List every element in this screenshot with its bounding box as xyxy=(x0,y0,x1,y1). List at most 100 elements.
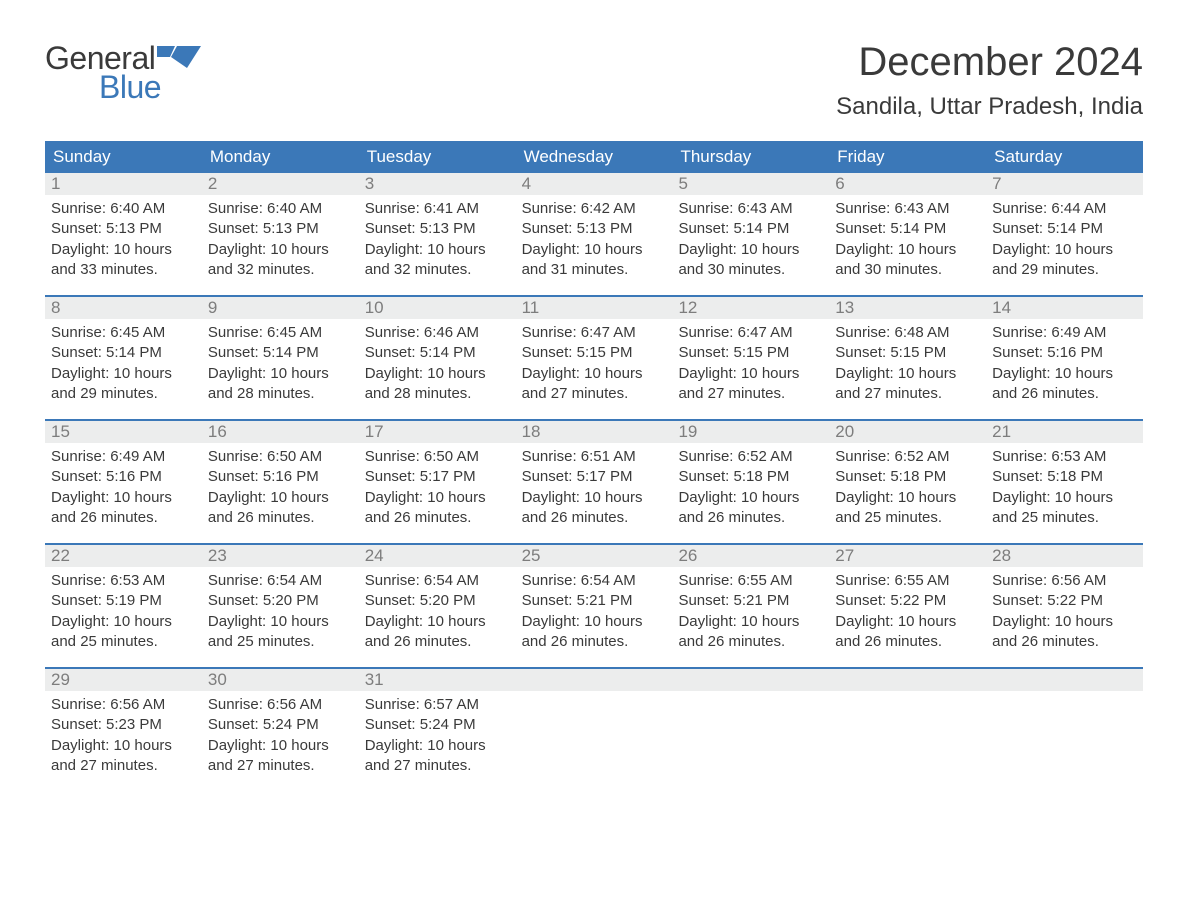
day-cell: 11Sunrise: 6:47 AMSunset: 5:15 PMDayligh… xyxy=(516,297,673,419)
day-sunrise: Sunrise: 6:50 AM xyxy=(365,447,510,467)
day-cell: 26Sunrise: 6:55 AMSunset: 5:21 PMDayligh… xyxy=(672,545,829,667)
day-d1: Daylight: 10 hours xyxy=(835,612,980,632)
brand-word2: Blue xyxy=(99,69,201,106)
day-d1: Daylight: 10 hours xyxy=(208,240,353,260)
day-d2: and 25 minutes. xyxy=(835,508,980,528)
day-sunrise: Sunrise: 6:51 AM xyxy=(522,447,667,467)
location-subtitle: Sandila, Uttar Pradesh, India xyxy=(836,93,1143,121)
day-number: 9 xyxy=(202,297,359,319)
day-d1: Daylight: 10 hours xyxy=(992,364,1137,384)
day-content: Sunrise: 6:56 AMSunset: 5:23 PMDaylight:… xyxy=(45,691,202,786)
day-d2: and 27 minutes. xyxy=(835,384,980,404)
day-d1: Daylight: 10 hours xyxy=(365,736,510,756)
day-sunset: Sunset: 5:13 PM xyxy=(365,219,510,239)
header: General Blue December 2024 Sandila, Utta… xyxy=(45,40,1143,121)
day-d2: and 29 minutes. xyxy=(992,260,1137,280)
day-sunset: Sunset: 5:17 PM xyxy=(365,467,510,487)
day-sunset: Sunset: 5:24 PM xyxy=(365,715,510,735)
day-content: Sunrise: 6:52 AMSunset: 5:18 PMDaylight:… xyxy=(829,443,986,538)
day-number: 20 xyxy=(829,421,986,443)
weekday-header: Wednesday xyxy=(516,141,673,173)
day-cell: 6Sunrise: 6:43 AMSunset: 5:14 PMDaylight… xyxy=(829,173,986,295)
day-cell: 17Sunrise: 6:50 AMSunset: 5:17 PMDayligh… xyxy=(359,421,516,543)
day-d2: and 33 minutes. xyxy=(51,260,196,280)
day-d1: Daylight: 10 hours xyxy=(365,488,510,508)
day-sunrise: Sunrise: 6:53 AM xyxy=(992,447,1137,467)
day-number: 14 xyxy=(986,297,1143,319)
day-sunset: Sunset: 5:23 PM xyxy=(51,715,196,735)
day-cell: 8Sunrise: 6:45 AMSunset: 5:14 PMDaylight… xyxy=(45,297,202,419)
day-d2: and 26 minutes. xyxy=(992,632,1137,652)
day-cell: 2Sunrise: 6:40 AMSunset: 5:13 PMDaylight… xyxy=(202,173,359,295)
day-d1: Daylight: 10 hours xyxy=(522,364,667,384)
day-sunset: Sunset: 5:22 PM xyxy=(835,591,980,611)
day-cell: 16Sunrise: 6:50 AMSunset: 5:16 PMDayligh… xyxy=(202,421,359,543)
day-d2: and 26 minutes. xyxy=(365,632,510,652)
day-number: 18 xyxy=(516,421,673,443)
day-d2: and 32 minutes. xyxy=(365,260,510,280)
day-cell: 14Sunrise: 6:49 AMSunset: 5:16 PMDayligh… xyxy=(986,297,1143,419)
day-cell: 19Sunrise: 6:52 AMSunset: 5:18 PMDayligh… xyxy=(672,421,829,543)
day-content: Sunrise: 6:42 AMSunset: 5:13 PMDaylight:… xyxy=(516,195,673,290)
day-number: 27 xyxy=(829,545,986,567)
day-cell: 15Sunrise: 6:49 AMSunset: 5:16 PMDayligh… xyxy=(45,421,202,543)
day-d2: and 32 minutes. xyxy=(208,260,353,280)
day-sunset: Sunset: 5:18 PM xyxy=(835,467,980,487)
day-cell: 9Sunrise: 6:45 AMSunset: 5:14 PMDaylight… xyxy=(202,297,359,419)
day-sunrise: Sunrise: 6:49 AM xyxy=(51,447,196,467)
day-number: 24 xyxy=(359,545,516,567)
day-content: Sunrise: 6:56 AMSunset: 5:24 PMDaylight:… xyxy=(202,691,359,786)
day-cell: 28Sunrise: 6:56 AMSunset: 5:22 PMDayligh… xyxy=(986,545,1143,667)
day-number: 10 xyxy=(359,297,516,319)
day-sunrise: Sunrise: 6:52 AM xyxy=(678,447,823,467)
day-cell: 23Sunrise: 6:54 AMSunset: 5:20 PMDayligh… xyxy=(202,545,359,667)
week-row: 29Sunrise: 6:56 AMSunset: 5:23 PMDayligh… xyxy=(45,667,1143,791)
weekday-header: Monday xyxy=(202,141,359,173)
day-number: 1 xyxy=(45,173,202,195)
day-sunrise: Sunrise: 6:52 AM xyxy=(835,447,980,467)
day-d1: Daylight: 10 hours xyxy=(992,240,1137,260)
weekday-header: Friday xyxy=(829,141,986,173)
day-d1: Daylight: 10 hours xyxy=(365,364,510,384)
day-number: 4 xyxy=(516,173,673,195)
day-number: 16 xyxy=(202,421,359,443)
day-cell: 7Sunrise: 6:44 AMSunset: 5:14 PMDaylight… xyxy=(986,173,1143,295)
day-d2: and 26 minutes. xyxy=(678,632,823,652)
day-cell: 24Sunrise: 6:54 AMSunset: 5:20 PMDayligh… xyxy=(359,545,516,667)
day-sunset: Sunset: 5:16 PM xyxy=(208,467,353,487)
day-d1: Daylight: 10 hours xyxy=(522,488,667,508)
day-d2: and 25 minutes. xyxy=(992,508,1137,528)
day-sunset: Sunset: 5:14 PM xyxy=(51,343,196,363)
day-d1: Daylight: 10 hours xyxy=(51,240,196,260)
weekday-header: Saturday xyxy=(986,141,1143,173)
day-content: Sunrise: 6:52 AMSunset: 5:18 PMDaylight:… xyxy=(672,443,829,538)
day-sunset: Sunset: 5:13 PM xyxy=(522,219,667,239)
day-d2: and 26 minutes. xyxy=(992,384,1137,404)
day-d2: and 31 minutes. xyxy=(522,260,667,280)
day-d1: Daylight: 10 hours xyxy=(522,612,667,632)
day-number: 28 xyxy=(986,545,1143,567)
day-d1: Daylight: 10 hours xyxy=(835,240,980,260)
day-sunrise: Sunrise: 6:55 AM xyxy=(835,571,980,591)
day-d1: Daylight: 10 hours xyxy=(678,364,823,384)
day-d2: and 26 minutes. xyxy=(678,508,823,528)
day-number xyxy=(516,669,673,691)
day-sunrise: Sunrise: 6:54 AM xyxy=(208,571,353,591)
weeks-container: 1Sunrise: 6:40 AMSunset: 5:13 PMDaylight… xyxy=(45,173,1143,791)
day-d1: Daylight: 10 hours xyxy=(678,240,823,260)
day-cell: 4Sunrise: 6:42 AMSunset: 5:13 PMDaylight… xyxy=(516,173,673,295)
day-d1: Daylight: 10 hours xyxy=(835,364,980,384)
day-d2: and 30 minutes. xyxy=(678,260,823,280)
day-d2: and 26 minutes. xyxy=(835,632,980,652)
day-d1: Daylight: 10 hours xyxy=(522,240,667,260)
day-content: Sunrise: 6:40 AMSunset: 5:13 PMDaylight:… xyxy=(45,195,202,290)
day-number: 12 xyxy=(672,297,829,319)
day-number: 8 xyxy=(45,297,202,319)
day-cell: 5Sunrise: 6:43 AMSunset: 5:14 PMDaylight… xyxy=(672,173,829,295)
day-number: 22 xyxy=(45,545,202,567)
day-content: Sunrise: 6:49 AMSunset: 5:16 PMDaylight:… xyxy=(45,443,202,538)
title-block: December 2024 Sandila, Uttar Pradesh, In… xyxy=(836,40,1143,121)
day-number xyxy=(829,669,986,691)
day-content: Sunrise: 6:55 AMSunset: 5:22 PMDaylight:… xyxy=(829,567,986,662)
day-d2: and 26 minutes. xyxy=(522,632,667,652)
